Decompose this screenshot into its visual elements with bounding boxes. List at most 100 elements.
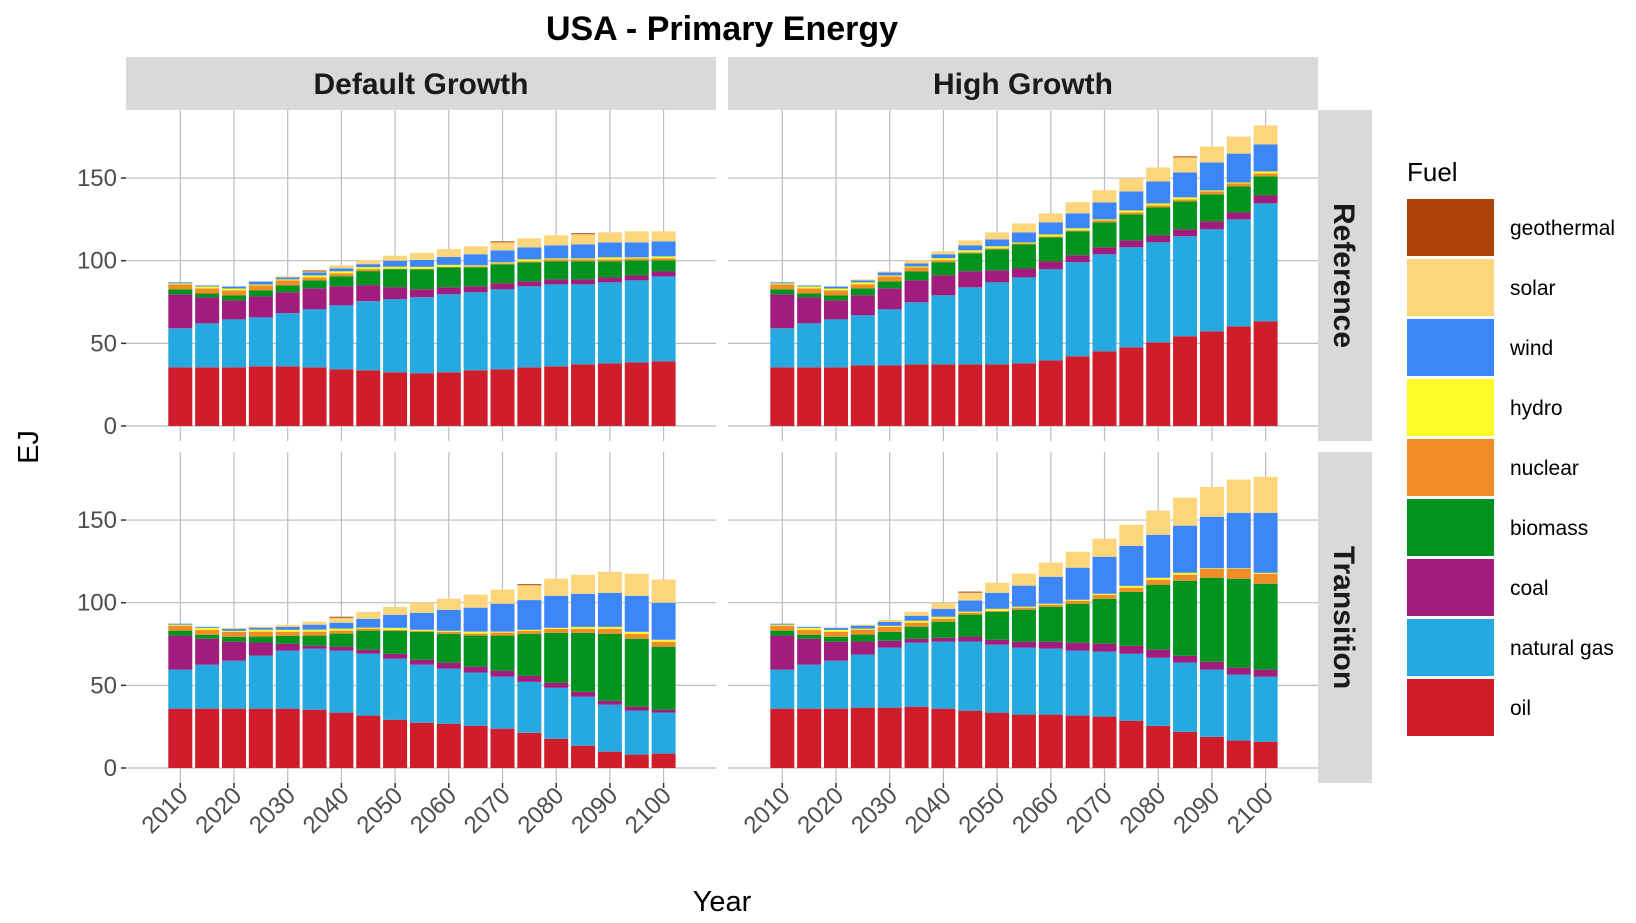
panel-high-growth-reference bbox=[728, 110, 1318, 441]
bar-segment-oil-2045 bbox=[356, 370, 381, 426]
bar-segment-coal-2060 bbox=[436, 287, 461, 295]
bar-segment-solar-2065 bbox=[463, 246, 488, 255]
bar-segment-solar-2100 bbox=[1253, 125, 1278, 145]
bar-segment-wind-2075 bbox=[517, 247, 542, 260]
bar-segment-wind-2100 bbox=[1253, 144, 1278, 172]
bar-segment-solar-2080 bbox=[1146, 510, 1171, 535]
bar-segment-hydro-2085 bbox=[1173, 572, 1198, 575]
bar-segment-wind-2060 bbox=[436, 609, 461, 631]
bar-segment-biomass-2015 bbox=[797, 293, 822, 298]
bar-segment-biomass-2065 bbox=[1065, 603, 1090, 643]
bar-segment-oil-2085 bbox=[571, 745, 596, 768]
bar-segment-coal-2035 bbox=[302, 288, 327, 310]
bar-segment-nuclear-2030 bbox=[275, 631, 300, 636]
bar-segment-nuclear-2060 bbox=[436, 266, 461, 268]
bar-segment-coal-2090 bbox=[1199, 221, 1224, 230]
legend-label: wind bbox=[1509, 337, 1553, 360]
bar-segment-natural-gas-2060 bbox=[1038, 648, 1063, 715]
bar-segment-natural-gas-2010 bbox=[770, 328, 795, 368]
bar-segment-natural-gas-2065 bbox=[1065, 262, 1090, 357]
bar-segment-hydro-2080 bbox=[1146, 577, 1171, 580]
bar-segment-solar-2080 bbox=[1146, 167, 1171, 182]
bar-segment-oil-2020 bbox=[222, 367, 246, 426]
bar-segment-oil-2065 bbox=[463, 725, 488, 768]
bar-segment-wind-2090 bbox=[597, 242, 622, 258]
bar-segment-solar-2055 bbox=[409, 252, 434, 260]
bar-segment-hydro-2020 bbox=[222, 288, 246, 291]
y-tick-label: 100 bbox=[77, 248, 117, 275]
bar-segment-nuclear-2060 bbox=[1038, 604, 1063, 607]
bar-segment-biomass-2015 bbox=[195, 293, 220, 298]
bar-segment-nuclear-2075 bbox=[1119, 212, 1144, 215]
bar-segment-solar-2025 bbox=[850, 279, 875, 281]
bar-segment-natural-gas-2010 bbox=[168, 669, 193, 709]
bar-segment-hydro-2070 bbox=[490, 631, 515, 633]
legend-title: Fuel bbox=[1407, 157, 1458, 187]
bar-segment-hydro-2020 bbox=[824, 288, 848, 291]
bar-segment-wind-2065 bbox=[463, 607, 488, 632]
bar-segment-solar-2050 bbox=[985, 232, 1010, 240]
bar-segment-hydro-2040 bbox=[931, 258, 956, 261]
bar-segment-wind-2070 bbox=[490, 250, 515, 263]
bar-segment-natural-gas-2065 bbox=[1065, 650, 1090, 716]
bar-segment-hydro-2075 bbox=[517, 259, 542, 262]
bar-segment-solar-2090 bbox=[597, 232, 622, 243]
bar-segment-hydro-2060 bbox=[1038, 234, 1063, 237]
bar-segment-biomass-2070 bbox=[1092, 222, 1117, 248]
bar-segment-natural-gas-2060 bbox=[436, 668, 461, 724]
bar-segment-nuclear-2090 bbox=[597, 628, 622, 634]
bar-segment-hydro-2090 bbox=[1199, 568, 1224, 569]
bar-segment-hydro-2035 bbox=[302, 629, 327, 632]
bar-segment-wind-2080 bbox=[1146, 181, 1171, 204]
bar-segment-natural-gas-2050 bbox=[985, 282, 1010, 365]
bar-segment-coal-2060 bbox=[1038, 261, 1063, 270]
bar-segment-natural-gas-2040 bbox=[931, 641, 956, 709]
bar-segment-nuclear-2085 bbox=[571, 628, 596, 633]
bar-segment-oil-2020 bbox=[222, 708, 246, 768]
bar-segment-coal-2080 bbox=[1146, 235, 1171, 243]
bar-segment-oil-2025 bbox=[850, 365, 875, 426]
bar-segment-biomass-2100 bbox=[1253, 176, 1278, 196]
bar-segment-wind-2095 bbox=[1226, 153, 1251, 183]
bar-segment-coal-2050 bbox=[985, 639, 1010, 645]
bar-segment-oil-2090 bbox=[1199, 331, 1224, 426]
bar-segment-natural-gas-2060 bbox=[436, 294, 461, 373]
bar-segment-wind-2070 bbox=[490, 603, 515, 632]
bar-segment-wind-2095 bbox=[624, 242, 649, 258]
bar-segment-natural-gas-2070 bbox=[490, 289, 515, 370]
bar-segment-nuclear-2060 bbox=[1038, 236, 1063, 238]
bar-segment-solar-2030 bbox=[275, 624, 300, 627]
bar-segment-nuclear-2030 bbox=[877, 626, 902, 632]
bar-segment-oil-2100 bbox=[651, 753, 676, 768]
bar-segment-hydro-2025 bbox=[850, 282, 875, 285]
bar-segment-solar-2090 bbox=[1199, 146, 1224, 163]
legend-label: nuclear bbox=[1510, 457, 1579, 480]
bar-segment-wind-2015 bbox=[195, 626, 220, 628]
bar-segment-solar-2030 bbox=[877, 619, 902, 622]
bar-segment-biomass-2035 bbox=[302, 280, 327, 289]
bar-segment-natural-gas-2075 bbox=[1119, 653, 1144, 721]
bar-segment-wind-2085 bbox=[1173, 172, 1198, 198]
legend-key-geothermal bbox=[1407, 199, 1494, 256]
bar-segment-oil-2040 bbox=[931, 708, 956, 768]
bar-segment-oil-2010 bbox=[168, 708, 193, 768]
bar-segment-biomass-2010 bbox=[168, 630, 193, 636]
bar-segment-hydro-2040 bbox=[329, 628, 354, 631]
bar-segment-natural-gas-2025 bbox=[850, 315, 875, 366]
legend-key-solar bbox=[1407, 259, 1494, 316]
bar-segment-natural-gas-2090 bbox=[1199, 229, 1224, 332]
bar-segment-natural-gas-2020 bbox=[824, 660, 848, 709]
bar-segment-biomass-2035 bbox=[904, 626, 929, 639]
panels bbox=[126, 110, 1318, 783]
bar-segment-biomass-2090 bbox=[1199, 194, 1224, 222]
panel-default-growth-reference bbox=[126, 110, 716, 441]
legend-item-biomass: biomass bbox=[1407, 499, 1588, 556]
bar-segment-hydro-2045 bbox=[958, 250, 983, 253]
bar-segment-hydro-2030 bbox=[877, 275, 902, 277]
bar-segment-wind-2020 bbox=[222, 628, 246, 631]
bar-segment-wind-2015 bbox=[797, 285, 822, 287]
bar-segment-solar-2055 bbox=[1011, 573, 1036, 586]
bar-segment-biomass-2085 bbox=[571, 632, 596, 692]
bar-segment-coal-2075 bbox=[1119, 645, 1144, 654]
bar-segment-wind-2085 bbox=[1173, 525, 1198, 573]
